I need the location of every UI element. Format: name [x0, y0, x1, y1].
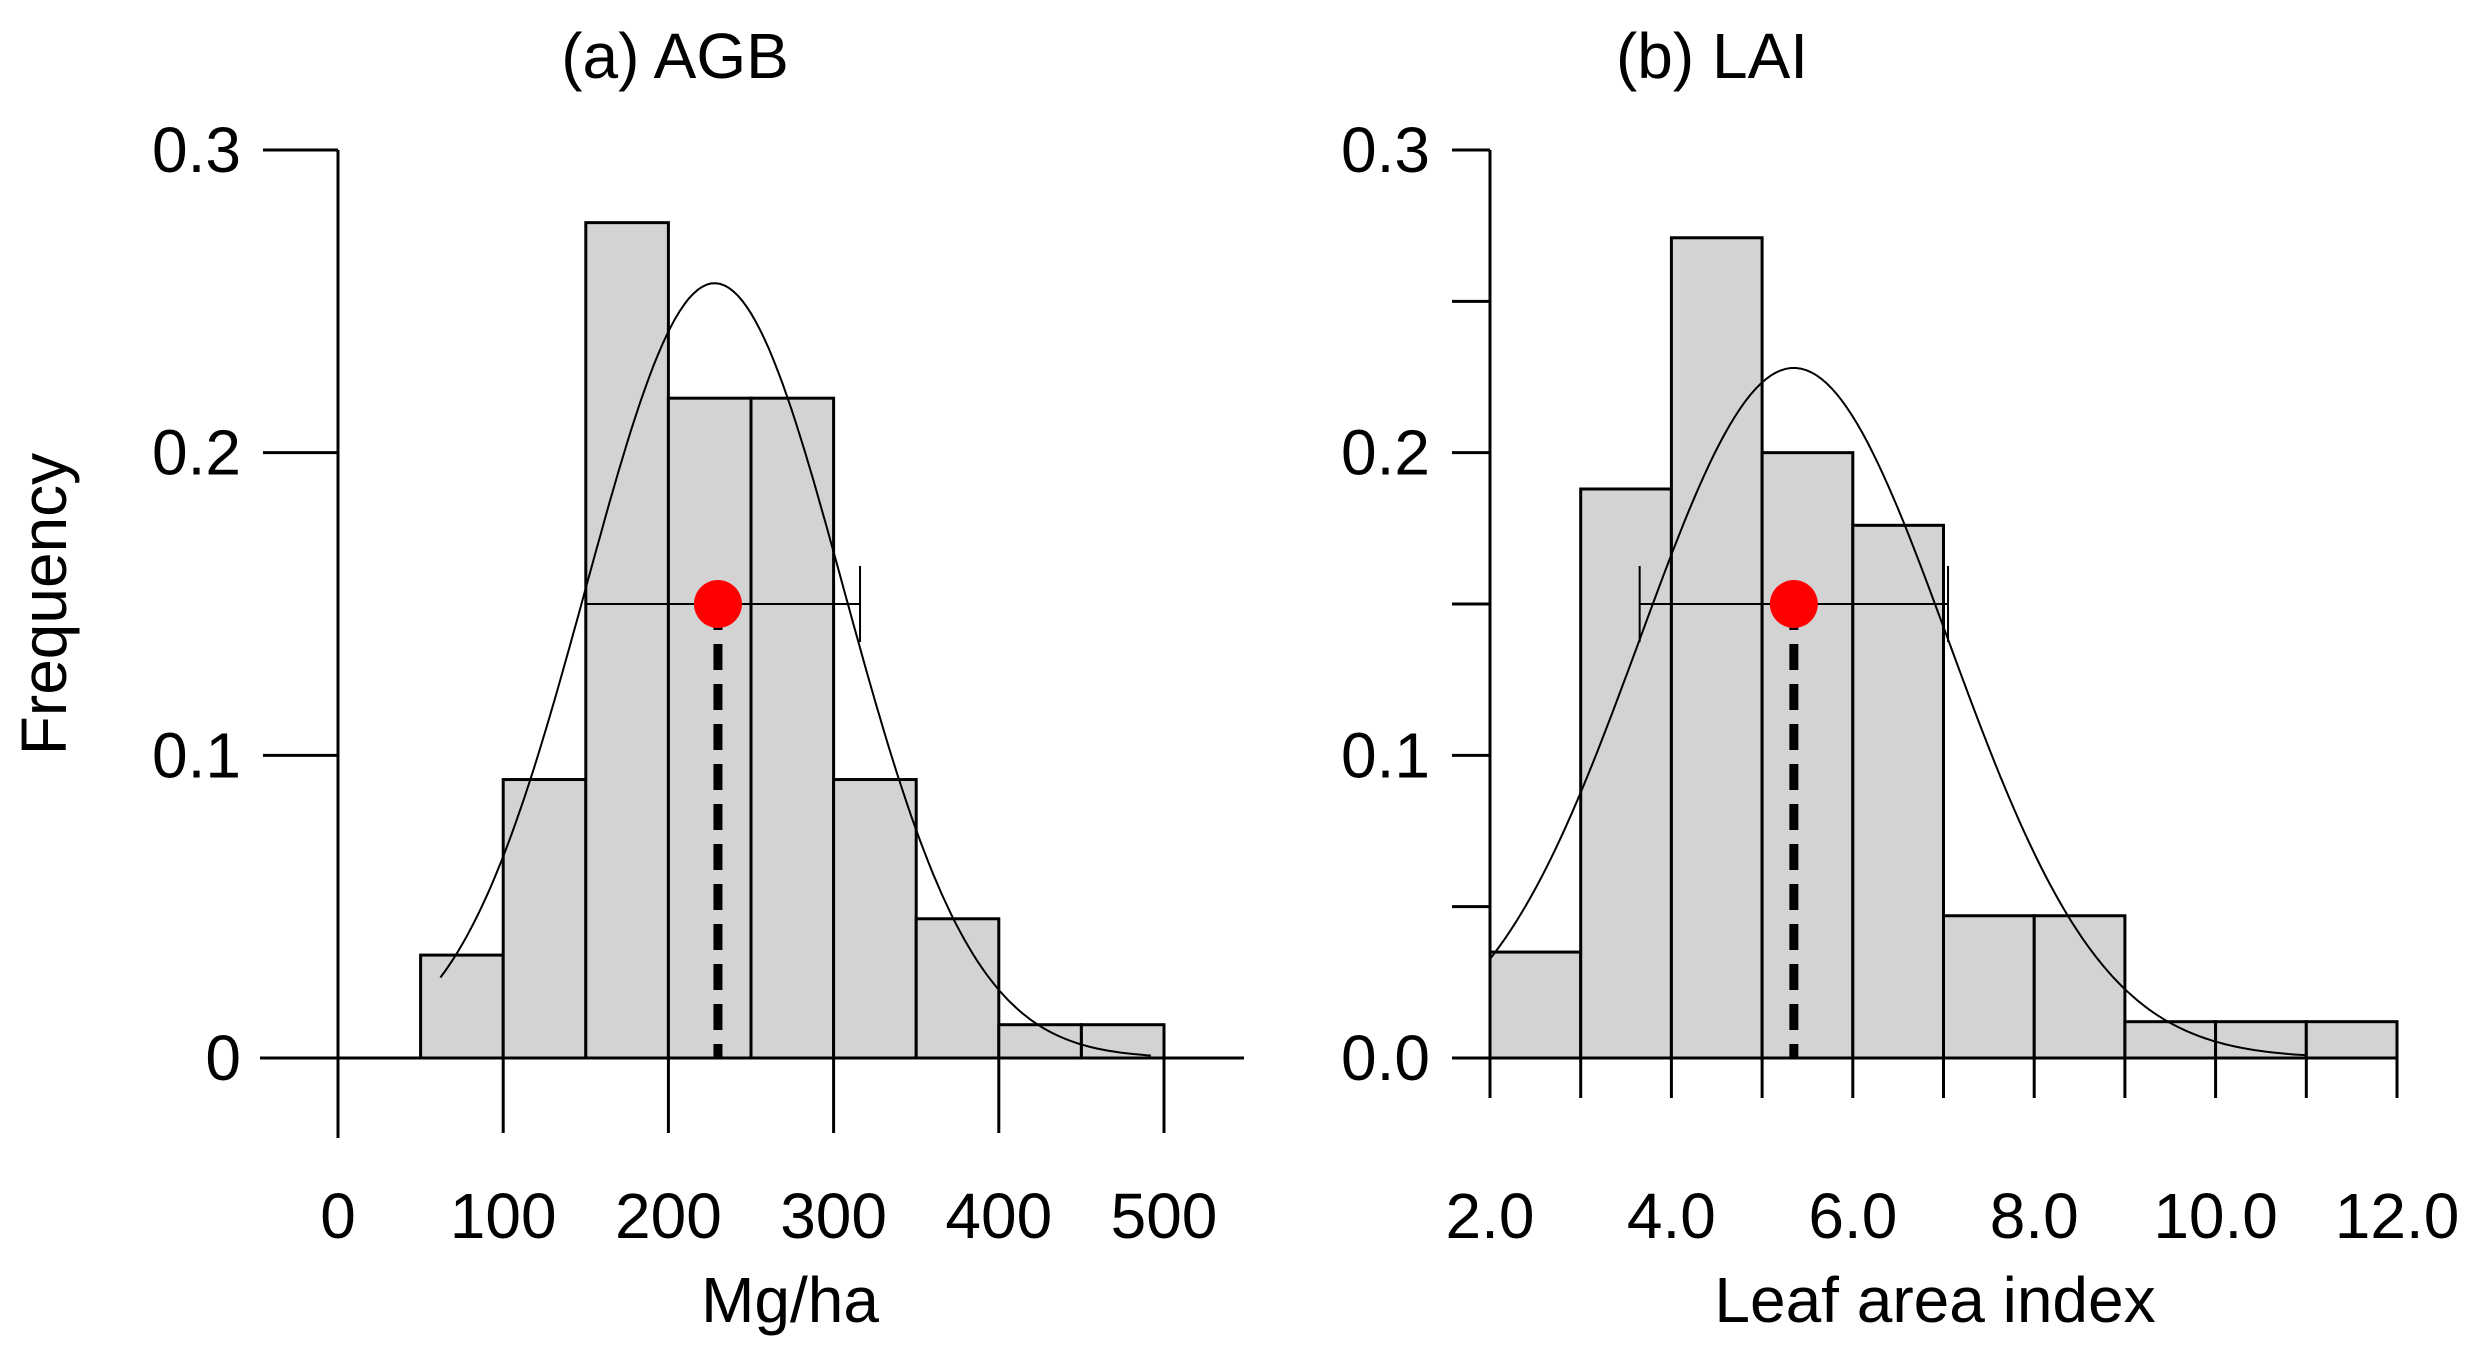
lai-x-tick-label-0: 2.0: [1446, 1180, 1535, 1252]
panel-agb: (a) AGB Mg/ha 0 0.1 0.2 0.3 0 100 200 300 400 500: [152, 20, 1244, 1336]
lai-y-tick-label-3: 0.3: [1341, 114, 1430, 186]
panel-agb-x-label: Mg/ha: [701, 1264, 879, 1336]
panel-lai-title: (b) LAI: [1616, 20, 1808, 92]
lai-bar-4: [1760, 451, 1855, 1060]
lai-bar-5: [1851, 523, 1946, 1060]
agb-y-tick-label-0: 0: [205, 1022, 241, 1094]
lai-bar-1: [1488, 950, 1583, 1060]
agb-bar-7: [914, 917, 1001, 1060]
agb-y-tick-label-3: 0.3: [152, 114, 241, 186]
lai-x-tick-label-1: 4.0: [1627, 1180, 1716, 1252]
lai-normal-curve: [1489, 367, 2307, 1057]
lai-x-tick-label-3: 8.0: [1990, 1180, 2079, 1252]
agb-bar-4: [666, 396, 753, 1060]
agb-normal-curve: [439, 282, 1151, 1057]
lai-bar-2: [1579, 487, 1673, 1060]
lai-y-tick-label-1: 0.1: [1341, 719, 1430, 791]
panel-lai: (b) LAI Leaf area index 0.0 0.1 0.2 0.3 2.0 4…: [1341, 20, 2459, 1336]
lai-bar-9: [2214, 1020, 2308, 1060]
agb-x-tick-label-0: 0: [320, 1180, 356, 1252]
agb-mean-marker: [693, 580, 742, 628]
panel-agb-title: (a) AGB: [561, 20, 789, 92]
agb-bar-2: [501, 778, 588, 1060]
lai-bar-6: [1942, 914, 2036, 1060]
agb-x-tick-label-3: 300: [780, 1180, 887, 1252]
agb-bar-1: [419, 953, 505, 1060]
lai-bar-8: [2123, 1020, 2218, 1060]
lai-y-tick-label-0: 0.0: [1341, 1022, 1430, 1094]
y-axis-label: Frequency: [8, 453, 80, 755]
agb-x-tick-label-1: 100: [450, 1180, 557, 1252]
lai-x-tick-label-5: 12.0: [2335, 1180, 2460, 1252]
lai-bar-7: [2032, 914, 2127, 1060]
agb-x-tick-label-5: 500: [1111, 1180, 1218, 1252]
agb-x-tick-label-2: 200: [615, 1180, 722, 1252]
lai-bar-10: [2304, 1020, 2399, 1060]
agb-bar-6: [832, 778, 918, 1060]
lai-x-tick-label-4: 10.0: [2153, 1180, 2278, 1252]
lai-x-tick-label-2: 6.0: [1808, 1180, 1897, 1252]
agb-y-tick-label-2: 0.2: [152, 417, 241, 489]
agb-x-tick-label-4: 400: [945, 1180, 1052, 1252]
agb-bar-5: [749, 396, 836, 1060]
agb-bar-3: [584, 221, 670, 1060]
agb-y-tick-label-1: 0.1: [152, 719, 241, 791]
lai-y-tick-label-2: 0.2: [1341, 417, 1430, 489]
panel-lai-x-label: Leaf area index: [1714, 1264, 2155, 1336]
lai-mean-marker: [1769, 580, 1818, 628]
lai-bar-3: [1669, 236, 1764, 1060]
